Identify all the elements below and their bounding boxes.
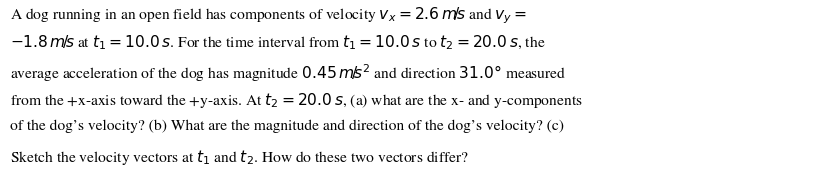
Text: A dog running in an open field has components of velocity $v_x = 2.6\,m\!/\!s$ a: A dog running in an open field has compo… (10, 5, 527, 26)
Text: of the dog’s velocity? (b) What are the magnitude and direction of the dog’s vel: of the dog’s velocity? (b) What are the … (10, 119, 564, 132)
Text: from the +x-axis toward the +y-axis. At $t_2 = 20.0\,s$, (a) what are the x- and: from the +x-axis toward the +y-axis. At … (10, 91, 583, 110)
Text: Sketch the velocity vectors at $t_1$ and $t_2$. How do these two vectors differ?: Sketch the velocity vectors at $t_1$ and… (10, 148, 469, 167)
Text: $-1.8\,m\!/\!s$ at $t_1 = 10.0\,s$. For the time interval from $t_1 = 10.0\,s$ t: $-1.8\,m\!/\!s$ at $t_1 = 10.0\,s$. For … (10, 34, 546, 52)
Text: average acceleration of the dog has magnitude $0.45\,m\!/\!s^2$ and direction $3: average acceleration of the dog has magn… (10, 62, 566, 84)
